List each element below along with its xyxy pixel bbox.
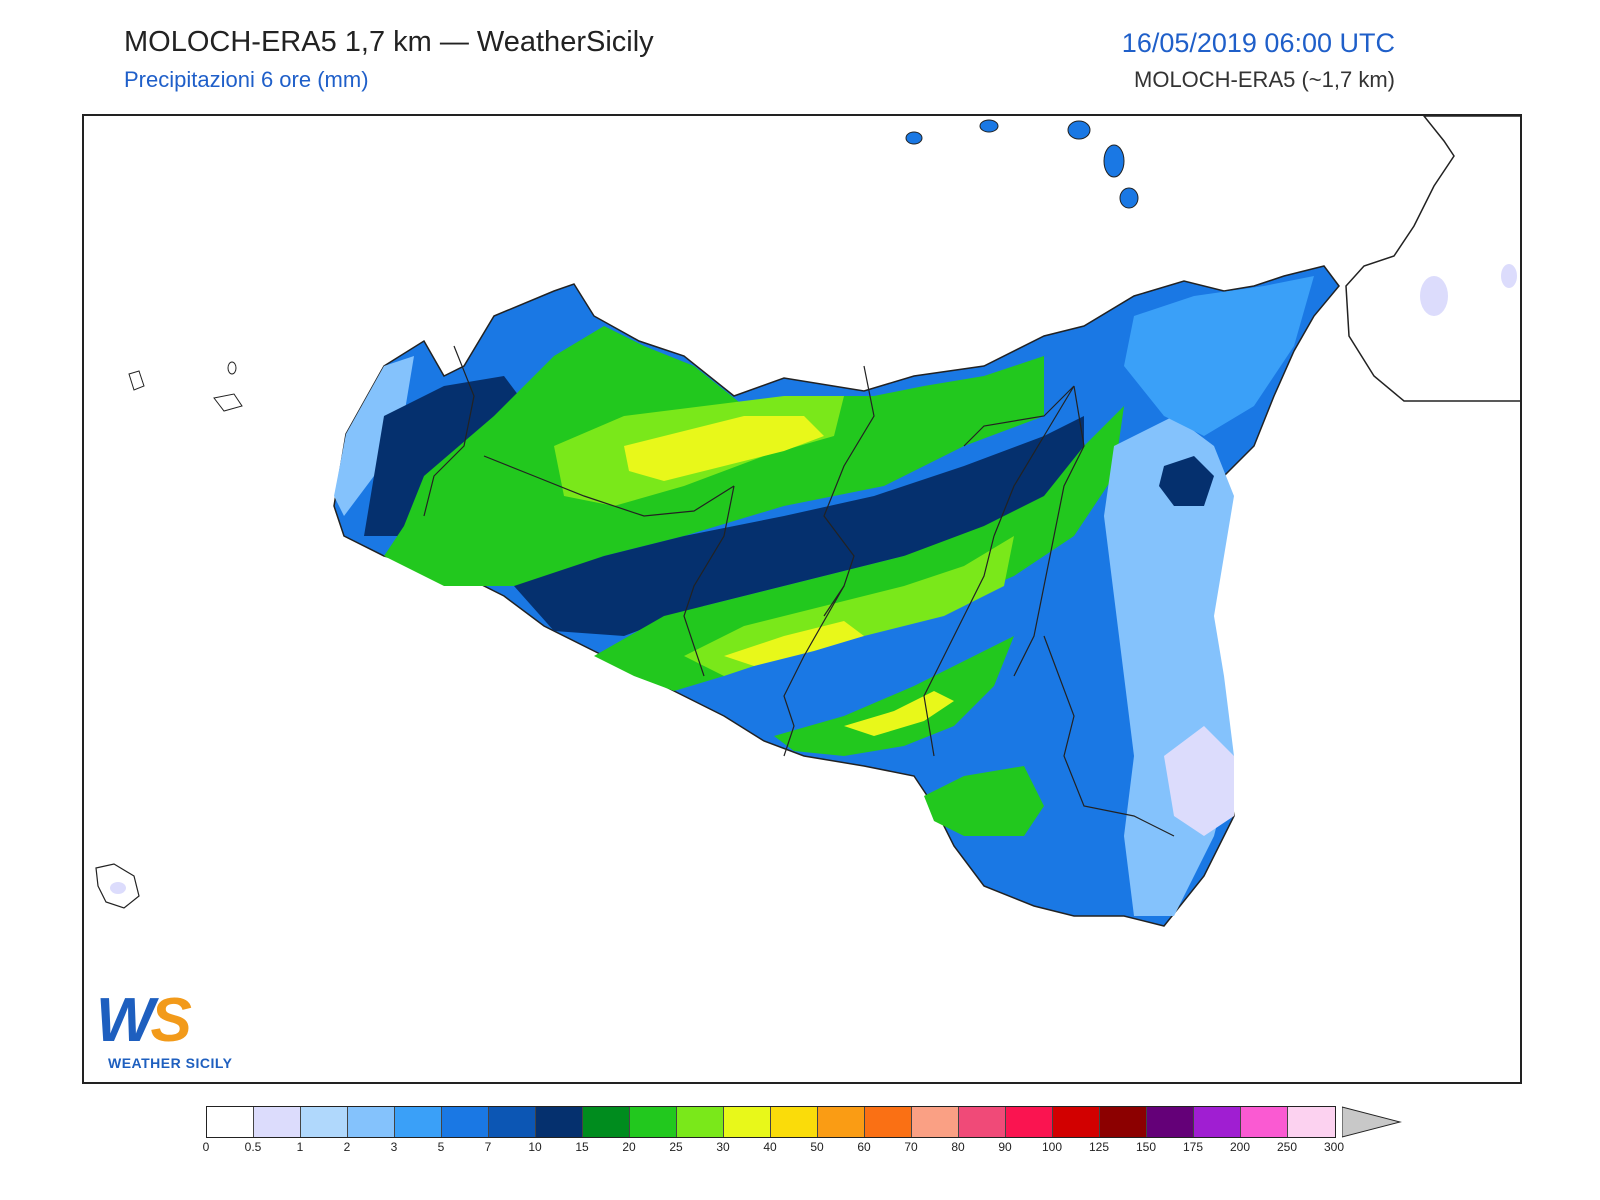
legend-swatch xyxy=(1288,1107,1335,1137)
legend-swatch xyxy=(1053,1107,1100,1137)
precip-zone-central-green xyxy=(594,406,1124,691)
legend-tick-label: 0 xyxy=(202,1140,210,1154)
legend-tick-label: 175 xyxy=(1182,1140,1204,1154)
precip-zone-south-green xyxy=(774,636,1014,756)
legend-swatch xyxy=(207,1107,254,1137)
legend-tick-label: 25 xyxy=(669,1140,683,1154)
legend-tick-label: 1 xyxy=(296,1140,304,1154)
legend-swatch xyxy=(959,1107,1006,1137)
legend-tick-label: 7 xyxy=(484,1140,492,1154)
logo-s: S xyxy=(150,986,192,1055)
calabria-precip xyxy=(1420,276,1448,316)
legend-swatch xyxy=(395,1107,442,1137)
legend-tick-label: 40 xyxy=(763,1140,777,1154)
legend-tick-label: 30 xyxy=(716,1140,730,1154)
calabria-precip-east xyxy=(1501,264,1517,288)
legend-swatch xyxy=(724,1107,771,1137)
legend-swatch xyxy=(442,1107,489,1137)
legend-tick-label: 0.5 xyxy=(244,1140,262,1154)
legend-swatch xyxy=(583,1107,630,1137)
legend-swatch xyxy=(771,1107,818,1137)
legend-overflow-arrow xyxy=(1342,1106,1402,1138)
precip-zone-west-light xyxy=(334,356,414,516)
precip-zone-central-yellow xyxy=(724,621,864,666)
legend-swatch xyxy=(1147,1107,1194,1137)
legend-tick-label: 3 xyxy=(390,1140,398,1154)
egadi-islands xyxy=(128,361,243,412)
legend-swatch xyxy=(254,1107,301,1137)
legend-swatch xyxy=(630,1107,677,1137)
precip-zone-east-lightest xyxy=(1164,726,1234,836)
legend-tick-label: 70 xyxy=(904,1140,918,1154)
legend-tick-label: 200 xyxy=(1229,1140,1251,1154)
precip-zone-north-yellow xyxy=(624,416,824,481)
legend-swatch xyxy=(1194,1107,1241,1137)
precip-zone-etna-dark xyxy=(1159,456,1214,506)
valid-datetime: 16/05/2019 06:00 UTC xyxy=(1121,28,1395,58)
legend-tick-label: 50 xyxy=(810,1140,824,1154)
model-label: MOLOCH-ERA5 (~1,7 km) xyxy=(1134,67,1395,92)
legend-tick-label: 300 xyxy=(1323,1140,1345,1154)
legend-tick-label: 15 xyxy=(575,1140,589,1154)
precip-zone-southeast-green xyxy=(924,766,1044,836)
legend-tick-label: 250 xyxy=(1276,1140,1298,1154)
map-subtitle: Precipitazioni 6 ore (mm) xyxy=(124,67,369,92)
legend-tick-label: 80 xyxy=(951,1140,965,1154)
province-borders xyxy=(423,345,1175,837)
map-title: MOLOCH-ERA5 1,7 km — WeatherSicily xyxy=(124,26,654,58)
color-legend-bar xyxy=(206,1106,1336,1138)
precip-zone-central-dark xyxy=(514,416,1084,636)
calabria-coast xyxy=(1345,116,1520,402)
weathersicily-logo: WS WEATHER SICILY xyxy=(96,985,256,1075)
precip-zone-northeast-blue xyxy=(1124,276,1314,436)
legend-tick-label: 100 xyxy=(1041,1140,1063,1154)
logo-brand-text: WEATHER SICILY xyxy=(108,1055,233,1071)
legend-tick-label: 5 xyxy=(437,1140,445,1154)
legend-tick-label: 20 xyxy=(622,1140,636,1154)
legend-swatch xyxy=(677,1107,724,1137)
legend-tick-labels: 0 0.5 1 2 3 5 7 10 15 20 25 30 40 50 60 70 80 90 100 125 150… xyxy=(0,1140,1600,1160)
legend-tick-label: 60 xyxy=(857,1140,871,1154)
legend-swatch xyxy=(1100,1107,1147,1137)
legend-swatch xyxy=(301,1107,348,1137)
legend-tick-label: 2 xyxy=(343,1140,351,1154)
precip-zone-south-yellow xyxy=(844,691,954,736)
precipitation-map xyxy=(82,114,1522,1084)
pantelleria-precip xyxy=(110,882,126,894)
legend-tick-label: 125 xyxy=(1088,1140,1110,1154)
precip-zone-central-lime xyxy=(684,536,1014,676)
logo-w: W xyxy=(96,986,154,1055)
legend-swatch xyxy=(912,1107,959,1137)
legend-swatch xyxy=(865,1107,912,1137)
legend-swatch xyxy=(489,1107,536,1137)
legend-swatch xyxy=(536,1107,583,1137)
aeolian-islands xyxy=(905,119,1139,209)
legend-swatch xyxy=(1241,1107,1288,1137)
legend-swatch xyxy=(1006,1107,1053,1137)
logo-initials: WS xyxy=(96,985,192,1056)
legend-swatch xyxy=(818,1107,865,1137)
map-svg xyxy=(95,116,1520,927)
legend-tick-label: 90 xyxy=(998,1140,1012,1154)
legend-swatch xyxy=(348,1107,395,1137)
legend-tick-label: 10 xyxy=(528,1140,542,1154)
legend-tick-label: 150 xyxy=(1135,1140,1157,1154)
